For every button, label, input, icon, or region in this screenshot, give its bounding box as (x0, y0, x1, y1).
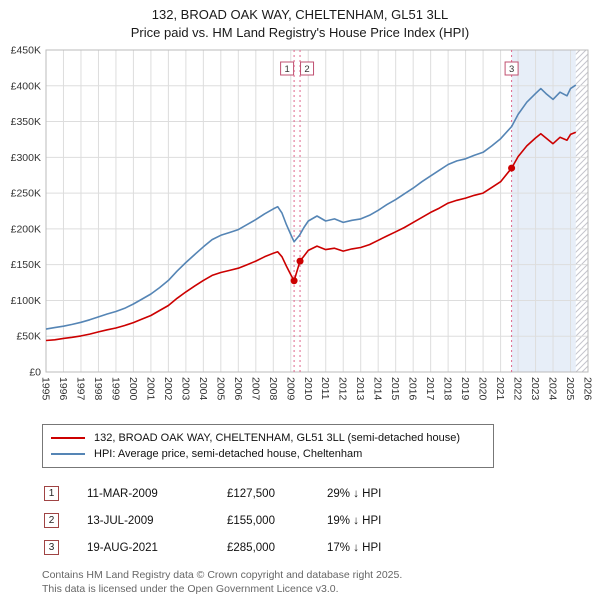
svg-text:2002: 2002 (162, 377, 174, 401)
transaction-price: £155,000 (227, 514, 275, 527)
svg-text:£300K: £300K (11, 152, 41, 164)
transaction-hpi-diff: 29% ↓ HPI (327, 487, 382, 500)
legend-label: 132, BROAD OAK WAY, CHELTENHAM, GL51 3LL… (94, 432, 461, 444)
page-subtitle: Price paid vs. HM Land Registry's House … (130, 25, 470, 40)
svg-text:2023: 2023 (529, 377, 541, 401)
svg-text:£400K: £400K (11, 80, 41, 92)
transaction-hpi-diff: 19% ↓ HPI (327, 514, 382, 527)
svg-text:2009: 2009 (284, 377, 296, 401)
svg-text:£150K: £150K (11, 259, 41, 271)
svg-text:£100K: £100K (11, 295, 41, 307)
svg-text:1999: 1999 (109, 377, 121, 401)
sale-point-2 (296, 257, 304, 265)
svg-text:2026: 2026 (582, 377, 594, 401)
sale-label-box-1 (280, 61, 295, 76)
svg-text:2025: 2025 (564, 377, 576, 401)
transaction-date: 13-JUL-2009 (87, 514, 154, 527)
transaction-number: 1 (44, 486, 59, 501)
svg-text:2014: 2014 (372, 377, 384, 401)
recent-period-shading (511, 50, 576, 372)
svg-text:2018: 2018 (442, 377, 454, 401)
chart-legend: 132, BROAD OAK WAY, CHELTENHAM, GL51 3LL… (42, 424, 494, 468)
svg-text:2006: 2006 (232, 377, 244, 401)
svg-text:1998: 1998 (92, 377, 104, 401)
future-period-hatch (575, 50, 588, 372)
svg-text:2008: 2008 (267, 377, 279, 401)
sale-label-number: 1 (284, 64, 289, 75)
svg-text:£450K: £450K (11, 45, 41, 57)
svg-text:£50K: £50K (16, 331, 41, 343)
transaction-number: 2 (44, 513, 59, 528)
gridlines (45, 49, 589, 373)
transaction-price: £127,500 (227, 487, 275, 500)
y-axis-labels: £0 £50K £100K £150K £200K £250K £300K £350K £400… (11, 45, 42, 379)
svg-text:£200K: £200K (11, 223, 41, 235)
svg-text:2017: 2017 (424, 377, 436, 401)
legend-item: HPI: Average price, semi-detached house,… (51, 446, 485, 462)
series-line-hpi (45, 84, 577, 330)
plot-border (45, 49, 589, 373)
x-axis-labels: 1995 1996 1997 1998 1999 2000 2001 2002 2003 2004… (40, 377, 594, 401)
footer-line2: This data is licensed under the Open Gov… (42, 582, 339, 595)
sale-label-box-3 (504, 61, 519, 76)
transaction-date: 19-AUG-2021 (87, 541, 158, 554)
transaction-hpi-diff: 17% ↓ HPI (327, 541, 382, 554)
sale-label-number: 3 (509, 64, 514, 75)
svg-text:2020: 2020 (477, 377, 489, 401)
svg-text:2016: 2016 (407, 377, 419, 401)
svg-text:£350K: £350K (11, 116, 41, 128)
transaction-row: 1 11-MAR-2009 £127,500 29% ↓ HPI (44, 480, 600, 507)
svg-text:2005: 2005 (214, 377, 226, 401)
footer-line1: Contains HM Land Registry data © Crown c… (42, 569, 403, 581)
svg-text:2000: 2000 (127, 377, 139, 401)
svg-text:£0: £0 (29, 367, 41, 379)
svg-text:1997: 1997 (75, 377, 87, 401)
svg-text:2004: 2004 (197, 377, 209, 401)
svg-text:2003: 2003 (179, 377, 191, 401)
svg-text:1996: 1996 (57, 377, 69, 401)
price-history-chart: 1 2 3£0£50K£100K£150K£200K£250K£300K£350K£… (11, 45, 594, 401)
sale-label-number: 2 (304, 64, 309, 75)
svg-text:2012: 2012 (337, 377, 349, 401)
legend-item: 132, BROAD OAK WAY, CHELTENHAM, GL51 3LL… (51, 430, 485, 446)
svg-text:2024: 2024 (547, 377, 559, 401)
transaction-number: 3 (44, 540, 59, 555)
svg-text:2013: 2013 (354, 377, 366, 401)
svg-text:2010: 2010 (302, 377, 314, 401)
svg-text:2022: 2022 (512, 377, 524, 401)
transaction-row: 3 19-AUG-2021 £285,000 17% ↓ HPI (44, 534, 600, 561)
sale-point-1 (290, 277, 298, 285)
transaction-row: 2 13-JUL-2009 £155,000 19% ↓ HPI (44, 507, 600, 534)
sale-point-3 (508, 164, 516, 172)
svg-text:£250K: £250K (11, 188, 41, 200)
transactions-table: 1 11-MAR-2009 £127,500 29% ↓ HPI 2 13-JUL-200… (44, 480, 600, 561)
footer: Contains HM Land Registry data © Crown c… (42, 569, 600, 596)
svg-text:2011: 2011 (319, 377, 331, 400)
legend-swatch (51, 437, 85, 439)
legend-swatch (51, 453, 85, 455)
svg-text:2007: 2007 (249, 377, 261, 401)
svg-text:2001: 2001 (144, 377, 156, 401)
svg-text:2021: 2021 (494, 377, 506, 401)
legend-label: HPI: Average price, semi-detached house,… (94, 448, 363, 460)
svg-text:2015: 2015 (389, 377, 401, 401)
sale-label-box-2 (300, 61, 315, 76)
svg-text:2019: 2019 (459, 377, 471, 401)
chart-titles: 132, BROAD OAK WAY, CHELTENHAM, GL51 3LL… (0, 0, 600, 40)
svg-text:1995: 1995 (40, 377, 52, 401)
series-line-price-paid (45, 131, 577, 342)
page-title: 132, BROAD OAK WAY, CHELTENHAM, GL51 3LL (151, 7, 449, 22)
transaction-price: £285,000 (227, 541, 275, 554)
transaction-date: 11-MAR-2009 (87, 487, 158, 500)
